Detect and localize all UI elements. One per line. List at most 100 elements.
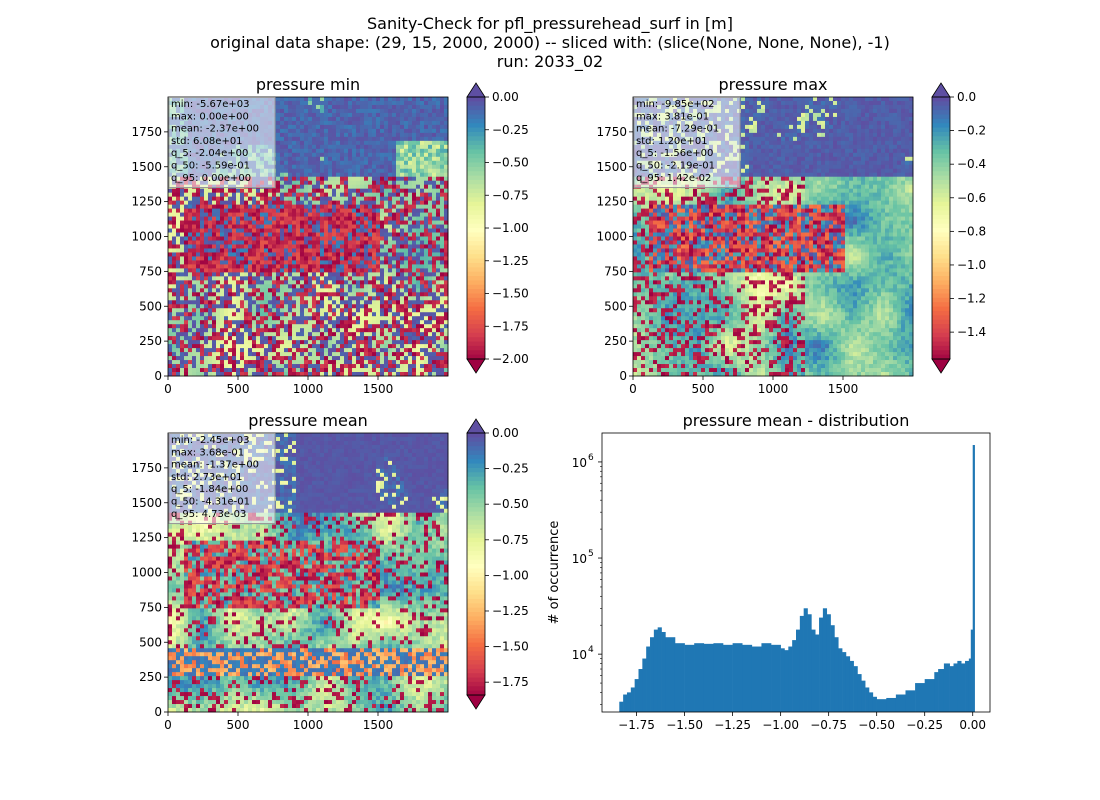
histogram-bar <box>634 679 639 712</box>
colorbar-segment <box>467 450 485 456</box>
colorbar-frame <box>931 96 951 360</box>
colorbar-segment <box>932 114 950 120</box>
histogram-bar <box>619 701 624 712</box>
x-tick-label: 0 <box>164 718 172 732</box>
histogram-bar <box>876 699 887 712</box>
colorbar-segment <box>932 315 950 321</box>
histogram-bar <box>792 640 797 712</box>
colorbar-tick-label: −0.50 <box>492 497 529 511</box>
stats-line: q_5: -1.84e+00 <box>171 484 248 495</box>
colorbar-segment <box>932 175 950 181</box>
histogram-bar <box>784 650 789 712</box>
colorbar-segment <box>932 289 950 294</box>
colorbar-segment <box>932 201 950 207</box>
colorbar-segment <box>932 262 950 268</box>
histogram-bar <box>845 656 851 712</box>
stats-line: std: 2.73e+01 <box>171 472 243 483</box>
colorbar-segment <box>467 315 485 321</box>
heatmap-cells <box>633 97 914 377</box>
colorbar-segment <box>467 577 485 582</box>
panel-title: pressure mean - distribution <box>683 411 910 430</box>
colorbar-segment <box>467 594 485 600</box>
colorbar-tick-label: −1.25 <box>492 254 529 268</box>
y-tick-label: 0 <box>154 369 162 383</box>
colorbar-segment <box>467 306 485 312</box>
colorbar-segment <box>467 127 485 133</box>
y-tick-label: 1000 <box>131 566 162 580</box>
colorbar-segment <box>467 179 485 185</box>
colorbar-segment <box>467 564 485 569</box>
histogram-bar <box>674 643 685 712</box>
colorbar-segment <box>467 206 485 212</box>
histogram-bar <box>780 648 785 712</box>
colorbar-segment <box>932 232 950 238</box>
colorbar-segment <box>467 446 485 451</box>
colorbar-segment <box>932 236 950 242</box>
y-tick-label: 10 <box>572 552 587 566</box>
colorbar-segment <box>467 118 485 124</box>
stats-line: q_95: 1.42e-02 <box>636 173 711 184</box>
histogram-bar <box>771 644 781 712</box>
heatmap-panel-1: pressure min 0 500 1000 1500 0 250 500 750 1000 12… <box>131 75 528 396</box>
stats-line: std: 1.20e+01 <box>636 136 708 147</box>
histogram-bar <box>630 687 635 712</box>
colorbar-segment <box>467 616 485 622</box>
colorbar-segment <box>932 105 950 111</box>
colorbar-extend-bottom <box>466 358 486 374</box>
histogram-bar <box>811 629 816 712</box>
colorbar-segment <box>467 193 485 198</box>
x-tick-label: 500 <box>227 382 250 396</box>
colorbar-tick-label: −0.4 <box>957 157 986 171</box>
histogram-bar <box>886 697 897 712</box>
colorbar-segment <box>467 454 485 460</box>
histogram-bar <box>934 672 939 712</box>
colorbar-segment <box>467 114 485 120</box>
histogram-bar <box>957 660 962 712</box>
colorbar-segment <box>467 341 485 347</box>
histogram-bar <box>788 646 793 712</box>
histogram-bar <box>694 643 705 712</box>
colorbar-segment <box>467 677 485 683</box>
colorbar-segment <box>467 651 485 657</box>
histogram-bar <box>657 627 662 712</box>
stats-line: q_50: -2.19e-01 <box>636 161 715 172</box>
colorbar-segment <box>932 219 950 225</box>
stats-line: min: -2.45e+03 <box>171 435 250 446</box>
colorbar-segment <box>932 228 950 233</box>
figure-suptitle: Sanity-Check for pfl_pressurehead_surf i… <box>0 14 1100 71</box>
x-tick-label: 1000 <box>758 382 789 396</box>
colorbar-tick-label: −1.00 <box>492 568 529 582</box>
colorbar-tick-label: 0.00 <box>492 90 519 104</box>
colorbar-segment <box>467 254 485 260</box>
colorbar-segment <box>467 603 485 609</box>
colorbar-segment <box>467 485 485 491</box>
colorbar-segment <box>467 481 485 486</box>
y-tick-label: 0 <box>154 705 162 719</box>
y-tick-label: 750 <box>604 264 627 278</box>
colorbar-segment <box>467 319 485 325</box>
colorbar: 0.00 −0.25 −0.50 −0.75 −1.00 −1.25 −1.50 −1.75 −… <box>466 82 529 374</box>
colorbar-tick-label: −0.25 <box>492 462 529 476</box>
histogram-bar <box>807 614 812 712</box>
histogram-bar <box>761 643 772 712</box>
histogram-bar <box>861 680 866 712</box>
histogram-bar <box>723 644 733 712</box>
colorbar-segment <box>932 324 950 329</box>
colorbar-segment <box>932 337 950 343</box>
histogram-bar <box>626 692 632 712</box>
colorbar-extend-top <box>931 82 951 98</box>
histogram-bar <box>646 646 651 712</box>
colorbar-tick-label: −0.25 <box>492 123 529 137</box>
y-tick-label: 750 <box>139 264 162 278</box>
colorbar-tick-label: 0.00 <box>492 426 519 440</box>
stats-line: q_95: 0.00e+00 <box>171 173 251 184</box>
colorbar-segment <box>467 673 485 679</box>
colorbar-segment <box>932 149 950 155</box>
histogram-bar <box>822 608 828 712</box>
colorbar-tick-label: −1.50 <box>492 287 529 301</box>
colorbar-segment <box>932 171 950 177</box>
colorbar-tick-label: −1.75 <box>492 675 529 689</box>
colorbar-segment <box>467 515 485 521</box>
